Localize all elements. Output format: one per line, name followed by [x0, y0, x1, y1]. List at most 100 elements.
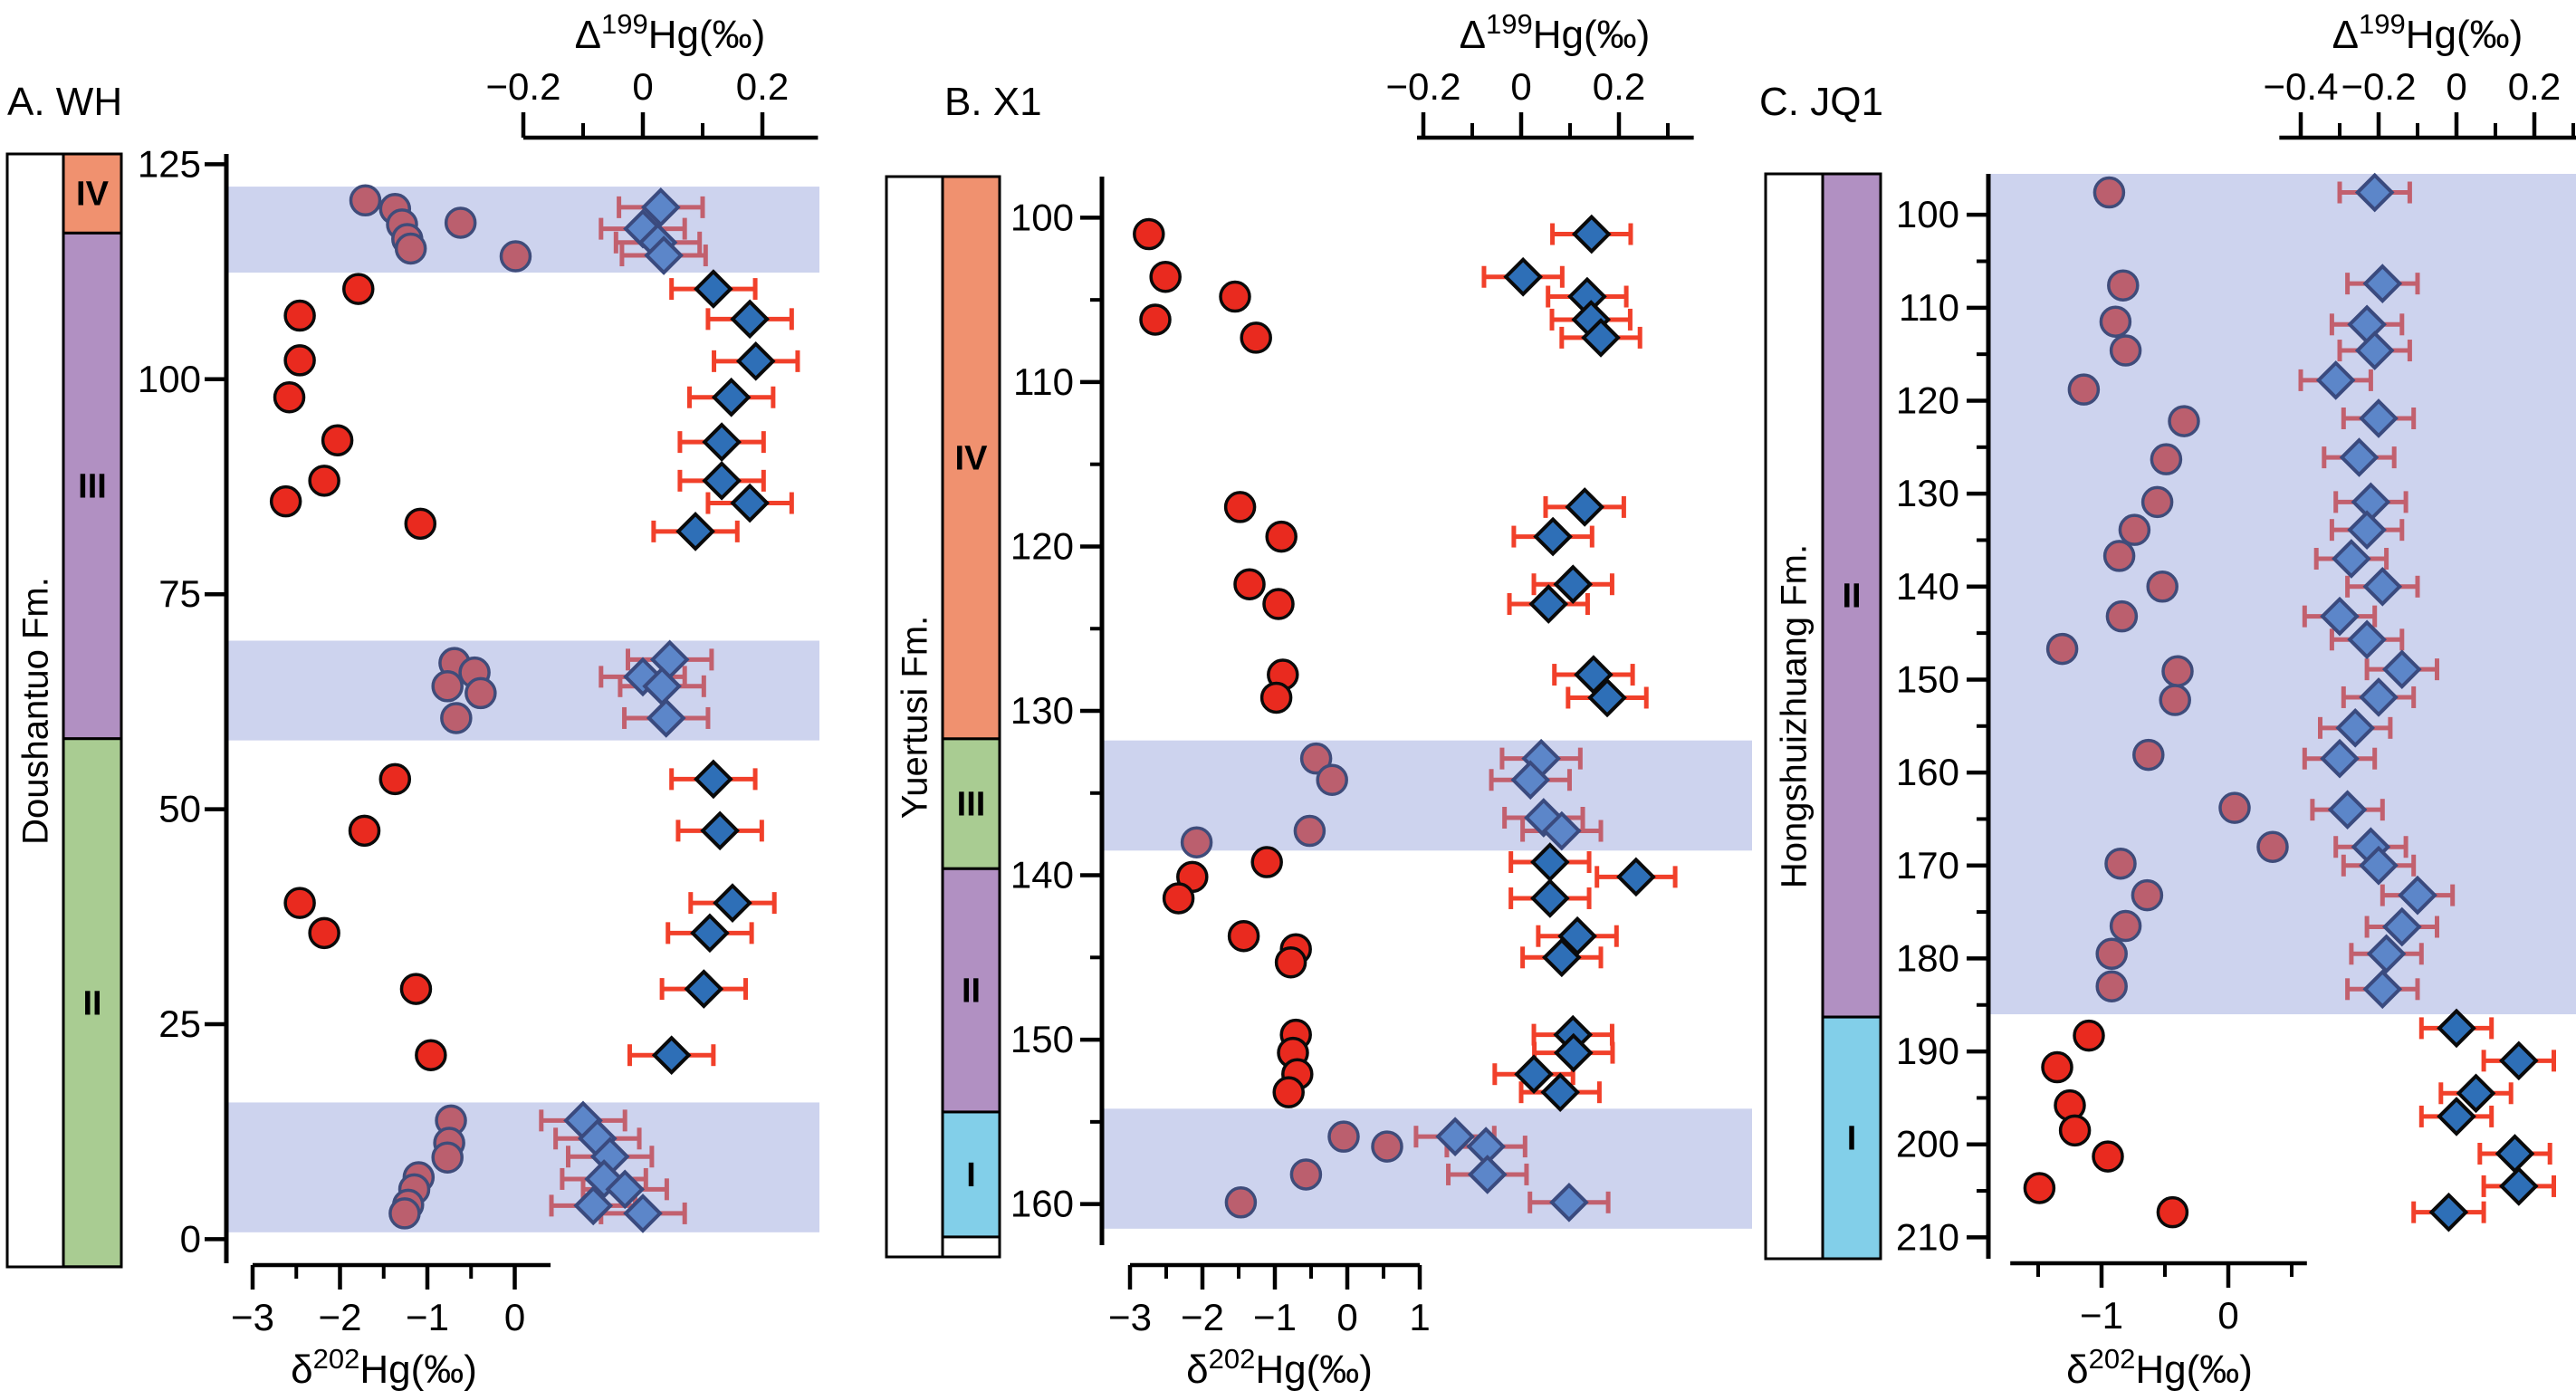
delta202-circle-point — [2105, 599, 2139, 633]
Delta199-diamond-point — [2327, 790, 2368, 829]
delta202-circle-point — [378, 762, 412, 796]
delta202-circle-point — [273, 380, 306, 414]
Delta199-diamond-point — [702, 422, 742, 462]
top-axis-tick-label: 0.2 — [1593, 65, 1645, 108]
delta202-circle-point — [1223, 491, 1257, 523]
Delta199-diamond-point — [690, 913, 730, 954]
bottom-axis-tick-label: −1 — [1253, 1296, 1297, 1338]
Delta199-diamond-point — [1571, 214, 1612, 254]
y-tick-label: 100 — [1010, 196, 1074, 238]
delta202-circle-point — [2067, 373, 2101, 406]
delta202-circle-point — [269, 484, 302, 518]
delta202-circle-point — [321, 424, 354, 456]
top-axis-tick-label: −0.2 — [1386, 65, 1461, 108]
delta202-circle-point — [2150, 443, 2183, 475]
bottom-axis-title-c: δ202Hg(‰) — [2066, 1343, 2253, 1392]
top-axis-tick-label: 0 — [1510, 65, 1531, 108]
delta202-circle-point — [444, 206, 477, 239]
Delta199-diamond-point — [730, 299, 770, 340]
formation-box — [1764, 172, 1824, 1261]
highlight-band — [226, 1102, 819, 1232]
Delta199-diamond-point — [2347, 510, 2387, 551]
delta202-circle-point — [2045, 632, 2079, 666]
delta202-circle-point — [1371, 1130, 1403, 1163]
Delta199-diamond-point — [584, 1159, 624, 1199]
y-tick-label: 25 — [158, 1002, 201, 1045]
delta202-circle-point — [2058, 1114, 2092, 1147]
y-tick-label: 140 — [1010, 854, 1074, 897]
Delta199-diamond-point — [2362, 264, 2403, 303]
y-tick-label: 190 — [1896, 1030, 1959, 1072]
delta202-circle-point — [2161, 655, 2194, 687]
Delta199-diamond-point — [651, 1035, 692, 1076]
delta202-circle-point — [1293, 814, 1326, 848]
bottom-axis-tick-label: −2 — [319, 1296, 362, 1338]
delta202-circle-point — [2095, 937, 2128, 971]
Delta199-diamond-point — [1533, 516, 1573, 557]
delta202-circle-point — [440, 702, 473, 734]
delta202-circle-point — [1180, 826, 1213, 858]
y-tick-label: 75 — [158, 572, 201, 615]
strat-unit-II — [941, 867, 1001, 1114]
Delta199-diamond-point — [694, 269, 733, 309]
Delta199-diamond-point — [1557, 916, 1597, 956]
delta202-circle-point — [464, 676, 497, 710]
delta202-circle-point — [1289, 1158, 1323, 1191]
y-tick-label: 100 — [138, 358, 201, 400]
Delta199-diamond-point — [2456, 1073, 2496, 1114]
delta202-circle-point — [1227, 919, 1260, 953]
delta202-circle-point — [283, 299, 316, 332]
delta202-circle-point — [2092, 1140, 2124, 1173]
y-tick-label: 160 — [1010, 1183, 1074, 1225]
delta202-circle-point — [1274, 946, 1307, 979]
strat-unit-label-I: I — [1847, 1120, 1857, 1158]
delta202-circle-point — [1219, 280, 1251, 313]
bottom-axis-tick-label: 0 — [1336, 1296, 1357, 1338]
Delta199-diamond-point — [2437, 1008, 2476, 1049]
delta202-circle-point — [2131, 878, 2164, 912]
Delta199-diamond-point — [713, 883, 752, 923]
bottom-axis-title-b: δ202Hg(‰) — [1186, 1343, 1373, 1392]
y-tick-label: 160 — [1896, 751, 1959, 793]
delta202-circle-point — [1224, 1186, 1258, 1219]
Delta199-diamond-point — [735, 341, 776, 381]
Delta199-diamond-point — [1541, 810, 1582, 851]
delta202-circle-point — [388, 1197, 421, 1230]
Delta199-diamond-point — [2495, 1134, 2535, 1174]
delta202-circle-point — [1133, 217, 1165, 251]
Delta199-diamond-point — [2437, 1097, 2476, 1136]
Delta199-diamond-point — [605, 1169, 646, 1210]
delta202-circle-point — [2099, 305, 2132, 338]
Delta199-diamond-point — [644, 235, 684, 275]
bottom-axis-tick-label: 0 — [504, 1296, 525, 1338]
strat-unit-label-II: II — [962, 973, 981, 1011]
delta202-circle-point — [2109, 909, 2142, 943]
delta202-circle-point — [2146, 571, 2179, 603]
Delta199-diamond-point — [2362, 566, 2403, 607]
delta202-circle-point — [1250, 846, 1283, 878]
Delta199-diamond-point — [1530, 878, 1570, 918]
delta202-circle-point — [2218, 791, 2251, 824]
delta202-circle-point — [1272, 1076, 1305, 1108]
bottom-axis-title-a: δ202Hg(‰) — [291, 1343, 477, 1392]
delta202-circle-point — [2104, 847, 2137, 880]
delta202-circle-point — [308, 916, 340, 950]
formation-label-hongshuizhuang: Hongshuizhuang Fm. — [1774, 543, 1815, 889]
Delta199-diamond-point — [1541, 937, 1582, 978]
delta202-circle-point — [1299, 742, 1333, 775]
Delta199-diamond-point — [2498, 1166, 2539, 1206]
Delta199-diamond-point — [2381, 649, 2422, 689]
y-tick-label: 210 — [1896, 1215, 1959, 1258]
delta202-circle-point — [2159, 684, 2191, 716]
Delta199-diamond-point — [1553, 564, 1594, 605]
highlight-band — [1102, 1108, 1752, 1229]
Delta199-diamond-point — [684, 969, 724, 1009]
Delta199-diamond-point — [675, 512, 715, 551]
strat-unit-label-II: II — [82, 984, 101, 1022]
delta202-circle-point — [2095, 970, 2128, 1002]
delta202-circle-point — [2168, 405, 2200, 437]
Delta199-diamond-point — [2366, 934, 2407, 974]
Delta199-diamond-point — [2381, 906, 2422, 947]
delta202-circle-point — [1262, 588, 1295, 620]
Delta199-diamond-point — [646, 698, 686, 738]
